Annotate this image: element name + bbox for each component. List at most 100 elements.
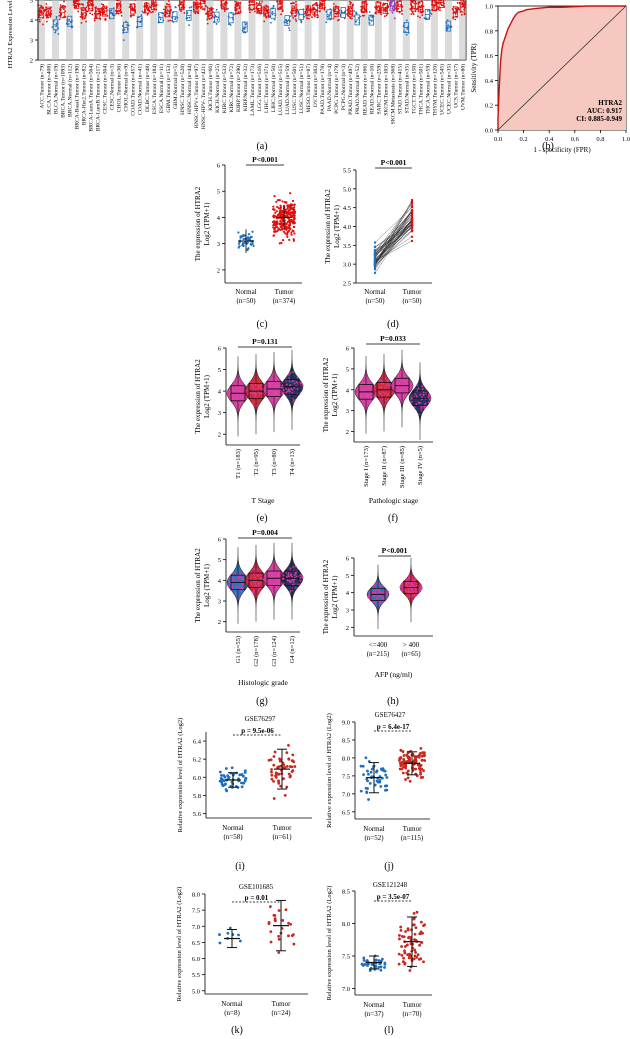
roc-diagonal	[497, 5, 627, 131]
data-point	[174, 18, 177, 21]
data-point	[276, 229, 279, 232]
data-point	[237, 577, 240, 579]
data-point	[406, 759, 410, 763]
data-point	[243, 241, 246, 244]
data-point	[366, 769, 369, 773]
data-point	[251, 384, 254, 387]
category-band	[122, 0, 130, 60]
data-point	[285, 214, 289, 218]
data-point	[291, 7, 294, 10]
data-point	[266, 12, 268, 15]
data-point	[418, 752, 422, 755]
data-point	[301, 576, 304, 579]
data-point	[446, 19, 449, 22]
data-point	[282, 239, 285, 242]
data-point	[277, 937, 281, 941]
x-tick-label: Normal	[235, 288, 256, 296]
data-point	[238, 5, 240, 7]
data-point	[230, 766, 234, 770]
data-point	[194, 12, 197, 15]
data-point	[292, 219, 295, 223]
data-point	[119, 0, 122, 3]
violin	[226, 356, 250, 437]
data-point	[63, 0, 65, 3]
data-point	[290, 214, 293, 217]
x-count-label: (n=52)	[364, 834, 384, 842]
data-point	[264, 385, 267, 388]
data-point	[362, 399, 365, 402]
data-point	[321, 6, 324, 9]
data-point	[276, 205, 279, 209]
data-point	[294, 18, 297, 21]
data-point	[349, 3, 352, 6]
data-point	[368, 388, 371, 391]
data-point	[376, 597, 378, 600]
p-value-label: p = 6.4e-17	[377, 723, 410, 731]
data-point	[404, 585, 407, 588]
data-point	[402, 382, 405, 384]
data-point	[131, 6, 134, 9]
x-tick-label: Stage III (n=85)	[399, 446, 406, 488]
data-point	[421, 751, 425, 755]
paired-line	[374, 231, 413, 266]
data-point	[278, 391, 281, 394]
data-point	[242, 573, 245, 576]
category-band	[234, 0, 242, 60]
data-point	[416, 763, 420, 767]
data-point	[406, 776, 410, 780]
data-point	[276, 766, 280, 769]
data-point	[261, 578, 263, 581]
data-point	[110, 9, 113, 12]
data-point	[373, 584, 376, 587]
data-point	[419, 940, 423, 944]
data-point	[415, 910, 419, 914]
violin	[354, 356, 378, 434]
data-point	[288, 219, 291, 222]
data-point	[412, 916, 416, 920]
data-point	[385, 592, 388, 594]
data-point	[270, 770, 273, 774]
data-point	[212, 11, 214, 14]
panel-label-a: (a)	[256, 141, 267, 152]
data-point	[289, 567, 292, 570]
data-point	[216, 19, 219, 21]
data-point	[167, 0, 170, 2]
x-tick-label: CHOL.Normal (n=9)	[123, 64, 130, 112]
data-point	[233, 383, 236, 386]
data-point	[411, 599, 414, 602]
y-tick-label: 5	[346, 366, 349, 373]
data-point	[378, 779, 382, 782]
x-tick-label: 0.8	[596, 136, 604, 143]
data-point	[236, 390, 238, 393]
x-axis-label: T Stage	[252, 496, 276, 505]
paired-line	[374, 227, 413, 256]
data-point	[253, 589, 256, 592]
data-point	[403, 962, 407, 966]
data-point	[242, 234, 245, 238]
data-point	[276, 220, 279, 223]
data-point	[272, 763, 276, 767]
data-point	[299, 579, 302, 582]
data-point	[274, 574, 276, 577]
data-point	[397, 3, 400, 6]
data-point	[372, 588, 375, 591]
data-point	[290, 11, 292, 14]
x-tick-label: OV.Tumor (n=303)	[312, 64, 319, 107]
x-tick-label: G3 (n=124)	[271, 636, 278, 667]
data-point	[77, 10, 80, 13]
data-point	[288, 377, 290, 380]
data-point	[373, 266, 377, 269]
data-point	[218, 770, 222, 774]
data-point	[248, 236, 251, 240]
x-tick-label: PCPG.Normal (n=3)	[340, 64, 347, 110]
x-tick-label: 0.6	[571, 136, 580, 143]
y-axis-label-units: Log2 (TPM+1)	[203, 563, 211, 607]
data-point	[290, 2, 292, 5]
data-point	[114, 9, 117, 12]
data-point	[251, 402, 254, 405]
x-tick-label: ESCA.Tumor (n=184)	[151, 64, 158, 114]
data-point	[286, 220, 289, 223]
paired-line	[374, 226, 413, 264]
data-point	[286, 231, 289, 235]
data-point	[292, 1, 295, 4]
